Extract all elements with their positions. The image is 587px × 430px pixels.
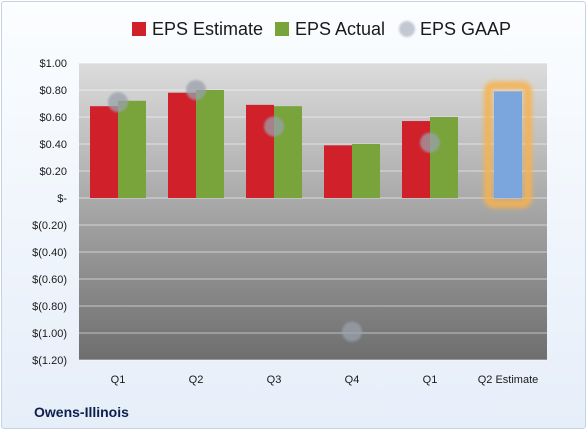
- eps-gaap-point: [108, 92, 128, 113]
- y-tick-label: $(0.20): [32, 220, 67, 232]
- y-tick-label: $(0.60): [32, 274, 67, 286]
- legend-item: EPS GAAP: [399, 19, 511, 39]
- legend-label: EPS Actual: [295, 19, 385, 39]
- y-tick-label: $0.40: [39, 139, 67, 151]
- eps-estimate-bar: [402, 121, 430, 198]
- eps-actual-bar: [430, 117, 458, 198]
- y-tick-label: $0.60: [39, 112, 67, 124]
- y-tick-label: $-: [57, 193, 67, 205]
- plot-background: [79, 63, 547, 360]
- y-tick-label: $(0.80): [32, 301, 67, 313]
- plot-area: [79, 62, 547, 361]
- eps-actual-bar: [196, 90, 224, 198]
- y-axis: $1.00 $0.80 $0.60 $0.40 $0.20 $- $(0.20) $(0.40…: [32, 58, 67, 367]
- eps-gaap-point: [342, 321, 362, 342]
- y-tick-label: $(1.00): [32, 328, 67, 340]
- legend-item: EPS Actual: [275, 19, 385, 39]
- x-tick-label: Q3: [267, 374, 282, 386]
- x-tick-label: Q1: [111, 374, 126, 386]
- eps-estimate-bar: [324, 145, 352, 198]
- legend-swatch: [399, 21, 415, 37]
- x-tick-label: Q1: [423, 374, 438, 386]
- y-tick-label: $(1.20): [32, 355, 67, 367]
- x-tick-label: Q4: [345, 374, 360, 386]
- eps-gaap-point: [264, 116, 284, 137]
- x-axis: Q1 Q2 Q3 Q4 Q1 Q2 Estimate: [111, 374, 539, 386]
- y-tick-label: $0.20: [39, 166, 67, 178]
- eps-gaap-point: [420, 132, 440, 153]
- x-tick-label: Q2 Estimate: [478, 374, 539, 386]
- legend-swatch: [132, 22, 146, 36]
- legend-swatch: [275, 22, 289, 36]
- forecast-group: [484, 81, 532, 208]
- bars: [90, 81, 532, 208]
- eps-gaap-point: [186, 80, 206, 100]
- y-tick-label: $(0.40): [32, 247, 67, 259]
- legend-label: EPS Estimate: [152, 19, 263, 39]
- eps-estimate-bar: [168, 92, 196, 198]
- eps-forecast-bar: [494, 91, 522, 198]
- legend-label: EPS GAAP: [420, 19, 511, 39]
- eps-estimate-bar: [90, 106, 118, 198]
- forecast-glow: [484, 81, 532, 208]
- x-tick-label: Q2: [189, 374, 204, 386]
- legend: EPS Estimate EPS Actual EPS GAAP: [132, 19, 511, 39]
- company-name: Owens-Illinois: [34, 404, 129, 420]
- y-tick-label: $0.80: [39, 85, 67, 97]
- eps-actual-bar: [118, 100, 146, 198]
- legend-item: EPS Estimate: [132, 19, 263, 39]
- y-tick-label: $1.00: [39, 58, 67, 70]
- eps-actual-bar: [352, 144, 380, 198]
- gaap-points: [108, 80, 440, 342]
